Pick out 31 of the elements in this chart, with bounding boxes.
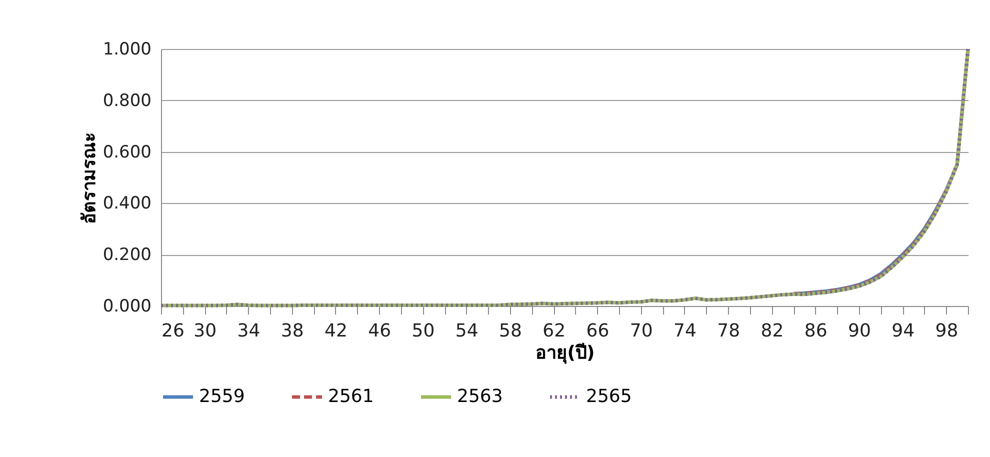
- x-tick-label: 58: [499, 320, 522, 342]
- x-tick-label: 78: [717, 320, 740, 342]
- x-tick-label: 34: [237, 320, 260, 342]
- y-tick-label: 0.800: [102, 90, 152, 111]
- y-tick-label: 0.000: [102, 296, 152, 316]
- x-tick-label: 94: [892, 320, 915, 342]
- y-tick-label: 1.000: [102, 40, 152, 60]
- legend-label: 2561: [328, 386, 374, 407]
- x-tick-label: 54: [455, 320, 478, 342]
- y-tick-label: 0.600: [102, 142, 152, 162]
- x-tick-label: 82: [760, 320, 784, 342]
- x-axis-title: อายุ(ปี): [535, 342, 595, 364]
- legend-label: 2565: [586, 386, 632, 407]
- y-axis-title: อัตรามรณะ: [78, 132, 100, 224]
- x-tick-label: 74: [674, 320, 696, 342]
- x-tick-label: 90: [848, 320, 871, 342]
- x-tick-label: 98: [935, 320, 958, 342]
- x-tick-label: 30: [194, 320, 217, 342]
- x-tick-label: 62: [542, 320, 566, 342]
- x-tick-label: 38: [280, 320, 304, 342]
- legend-label: 2559: [199, 386, 245, 407]
- x-tick-label: 26: [162, 320, 184, 342]
- legend-label: 2563: [457, 386, 503, 407]
- x-tick-label: 46: [368, 320, 392, 342]
- x-tick-label: 70: [630, 320, 653, 342]
- x-tick-label: 50: [412, 320, 435, 342]
- x-tick-label: 66: [586, 320, 610, 342]
- x-tick-label: 86: [804, 320, 828, 342]
- y-tick-label: 0.200: [102, 245, 152, 266]
- x-tick-label: 42: [324, 320, 348, 342]
- y-tick-label: 0.400: [102, 194, 152, 214]
